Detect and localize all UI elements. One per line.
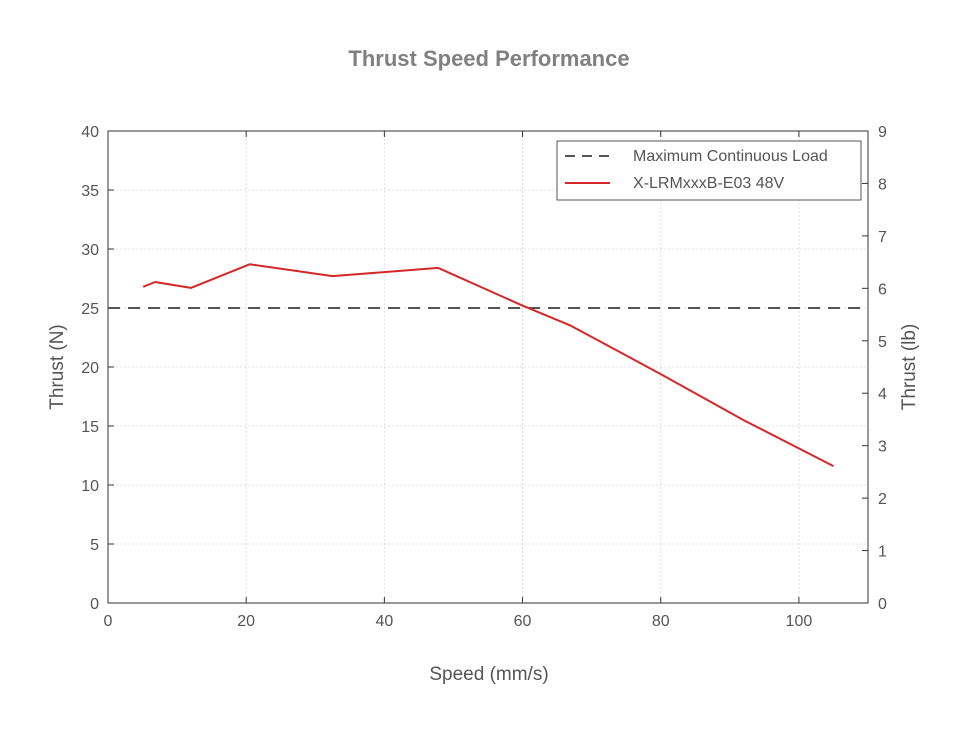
legend-box xyxy=(556,140,862,201)
y-tick-label-right: 5 xyxy=(878,334,887,351)
x-tick-label: 60 xyxy=(514,613,532,630)
y-axis-label-left: Thrust (N) xyxy=(47,324,68,410)
thrust-series-line xyxy=(142,263,834,467)
y-tick-label-left: 0 xyxy=(90,596,99,613)
x-tick-label: 100 xyxy=(786,613,813,630)
y-tick-label-right: 9 xyxy=(878,124,887,141)
y-tick-label-right: 8 xyxy=(878,176,887,193)
y-tick-label-left: 20 xyxy=(81,360,99,377)
legend: Maximum Continuous Load X-LRMxxxB-E03 48… xyxy=(556,140,862,201)
y-tick-label-right: 1 xyxy=(878,544,887,561)
y-tick-label-left: 25 xyxy=(81,301,99,318)
y-tick-label-left: 5 xyxy=(90,537,99,554)
y-tick-label-left: 40 xyxy=(81,124,99,141)
y-tick-label-right: 7 xyxy=(878,229,887,246)
legend-label-x-lrm-48v: X-LRMxxxB-E03 48V xyxy=(633,175,784,192)
x-tick-label: 80 xyxy=(652,613,670,630)
y-tick-label-right: 4 xyxy=(878,386,887,403)
y-tick-label-left: 30 xyxy=(81,242,99,259)
series-layer xyxy=(108,263,868,467)
y-axis-label-right: Thrust (lb) xyxy=(899,324,920,411)
chart-title: Thrust Speed Performance xyxy=(348,46,629,71)
y-tick-label-right: 2 xyxy=(878,491,887,508)
y-tick-label-right: 0 xyxy=(878,596,887,613)
y-tick-label-left: 35 xyxy=(81,183,99,200)
grid xyxy=(108,131,868,603)
axis-ticks: 0 20 40 60 80 100 0 5 10 15 20 25 30 35 40 0 1 2 3 4 5 6 7 8 9 xyxy=(81,124,887,630)
x-axis-label: Speed (mm/s) xyxy=(429,664,548,685)
y-tick-label-left: 15 xyxy=(81,419,99,436)
x-tick-label: 0 xyxy=(104,613,113,630)
x-tick-label: 40 xyxy=(375,613,393,630)
y-tick-label-left: 10 xyxy=(81,478,99,495)
y-tick-label-right: 6 xyxy=(878,281,887,298)
legend-label-max-continuous-load: Maximum Continuous Load xyxy=(633,148,828,165)
y-tick-label-right: 3 xyxy=(878,439,887,456)
x-tick-label: 20 xyxy=(237,613,255,630)
